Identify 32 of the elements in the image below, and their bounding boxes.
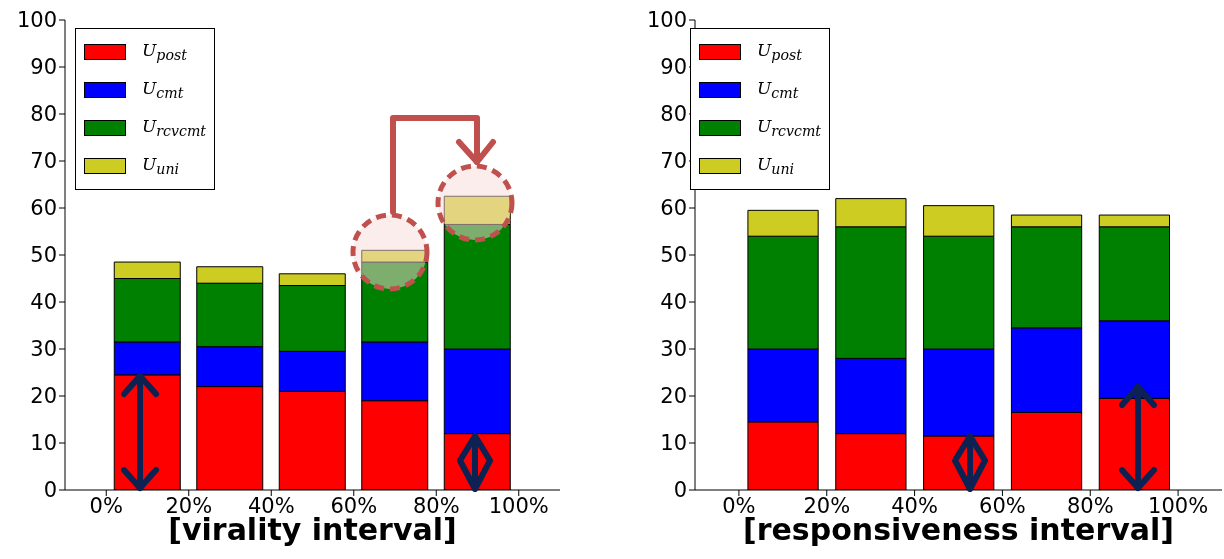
y-tick-label: 100 [646, 8, 687, 33]
y-tick-label: 60 [660, 196, 687, 221]
y-tick-label: 10 [660, 431, 687, 456]
y-tick-label: 100 [16, 8, 57, 33]
y-tick-label: 50 [30, 243, 57, 268]
y-tick-label: 50 [660, 243, 687, 268]
y-tick-label: 20 [30, 384, 57, 409]
legend-label: U$_{cmt}$ [757, 78, 799, 102]
y-tick-label: 30 [30, 337, 57, 362]
y-tick-label: 80 [660, 102, 687, 127]
x-tick-label: 0% [89, 493, 123, 518]
y-tick-label: 40 [30, 290, 57, 315]
legend-label: U$_{post}$ [757, 40, 802, 64]
y-tick-label: 70 [660, 149, 687, 174]
legend-label: U$_{rcvcmt}$ [142, 116, 207, 140]
legend-label: U$_{post}$ [142, 40, 187, 64]
x-tick-label: 100% [488, 493, 549, 518]
y-tick-label: 80 [30, 102, 57, 127]
y-tick-label: 0 [673, 478, 687, 503]
y-tick-label: 0 [43, 478, 57, 503]
y-tick-label: 20 [660, 384, 687, 409]
legend-label: U$_{uni}$ [757, 154, 795, 178]
y-tick-label: 30 [660, 337, 687, 362]
y-tick-label: 40 [660, 290, 687, 315]
y-tick-label: 10 [30, 431, 57, 456]
legend-label: U$_{rcvcmt}$ [757, 116, 822, 140]
y-tick-label: 60 [30, 196, 57, 221]
y-tick-label: 90 [30, 55, 57, 80]
legend-label: U$_{cmt}$ [142, 78, 184, 102]
legend-label: U$_{uni}$ [142, 154, 180, 178]
y-tick-label: 90 [660, 55, 687, 80]
y-tick-label: 70 [30, 149, 57, 174]
